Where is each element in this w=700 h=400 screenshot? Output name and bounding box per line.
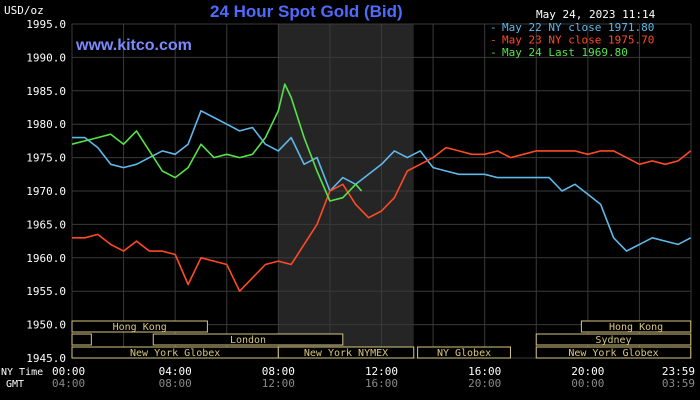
legend-marker: -: [490, 21, 497, 34]
session-label: New York Globex: [130, 348, 220, 359]
x-tick-label-ny: 23:59: [662, 365, 695, 378]
session-box: [277, 346, 415, 359]
session-box: [535, 333, 692, 346]
session-box: [580, 320, 692, 333]
x-tick-label-ny: 16:00: [468, 365, 501, 378]
chart-title: 24 Hour Spot Gold (Bid): [210, 2, 403, 21]
legend-label: May 23 NY close 1975.70: [502, 34, 654, 47]
session-label: Sydney: [595, 335, 631, 346]
session-label: NY Globex: [437, 348, 491, 359]
y-tick-layer: 1995.0 1990.0 1985.0 1980.0 1975.0 1970.0 1965…: [26, 18, 66, 365]
x-axis-gmt-label: GMT: [6, 379, 24, 390]
chart-legend: - May 22 NY close 1971.80- May 23 NY close…: [490, 21, 654, 59]
y-tick-label: 1970.0: [26, 185, 66, 198]
series-line: [72, 146, 692, 293]
x-tick-label-gmt: 03:59: [662, 377, 695, 390]
session-label: London: [230, 335, 266, 346]
session-label: Hong Kong: [113, 322, 167, 333]
session-box: [417, 346, 511, 359]
session-box: [71, 320, 208, 333]
session-label: Hong Kong: [609, 322, 663, 333]
legend-marker: -: [490, 34, 497, 47]
series-layer: [71, 83, 692, 293]
y-tick-label: 1960.0: [26, 252, 66, 265]
session-box: [152, 333, 344, 346]
legend-marker: -: [490, 46, 497, 59]
legend-label: May 22 NY close 1971.80: [502, 21, 654, 34]
x-tick-layer: 00:00 04:00 08:00 12:00 16:00 20:00 23:5904:00…: [52, 365, 695, 390]
session-box: [71, 333, 92, 346]
x-tick-label-ny: 04:00: [159, 365, 192, 378]
x-tick-label-ny: 08:00: [262, 365, 295, 378]
y-tick-label: 1995.0: [26, 18, 66, 31]
x-tick-label-ny: 00:00: [52, 365, 85, 378]
x-tick-label-gmt: 16:00: [365, 377, 398, 390]
y-tick-label: 1975.0: [26, 152, 66, 165]
y-tick-label: 1965.0: [26, 218, 66, 231]
x-tick-label-gmt: 20:00: [468, 377, 501, 390]
session-label: New York Globex: [568, 348, 658, 359]
session-layer: Hong Kong London New York Globex New York N…: [71, 320, 692, 359]
y-tick-label: 1955.0: [26, 285, 66, 298]
x-tick-label-ny: 20:00: [571, 365, 604, 378]
y-tick-label: 1950.0: [26, 319, 66, 332]
session-label: New York NYMEX: [304, 348, 388, 359]
legend-label: May 24 Last 1969.80: [502, 46, 628, 59]
x-tick-label-gmt: 00:00: [571, 377, 604, 390]
y-tick-label: 1945.0: [26, 352, 66, 365]
x-tick-label-gmt: 04:00: [52, 377, 85, 390]
session-box: [535, 346, 692, 359]
x-tick-label-gmt: 12:00: [262, 377, 295, 390]
x-tick-label-ny: 12:00: [365, 365, 398, 378]
series-line: [71, 83, 363, 202]
series-line: [72, 110, 692, 252]
kitco-watermark: www.kitco.com: [75, 37, 192, 54]
y-tick-label: 1990.0: [26, 51, 66, 64]
y-tick-label: 1980.0: [26, 118, 66, 131]
y-axis-unit: USD/oz: [4, 4, 44, 17]
chart-timestamp: May 24, 2023 11:14: [536, 8, 656, 21]
x-tick-label-gmt: 08:00: [159, 377, 192, 390]
y-tick-label: 1985.0: [26, 85, 66, 98]
x-axis-ny-label: NY Time: [1, 367, 43, 378]
